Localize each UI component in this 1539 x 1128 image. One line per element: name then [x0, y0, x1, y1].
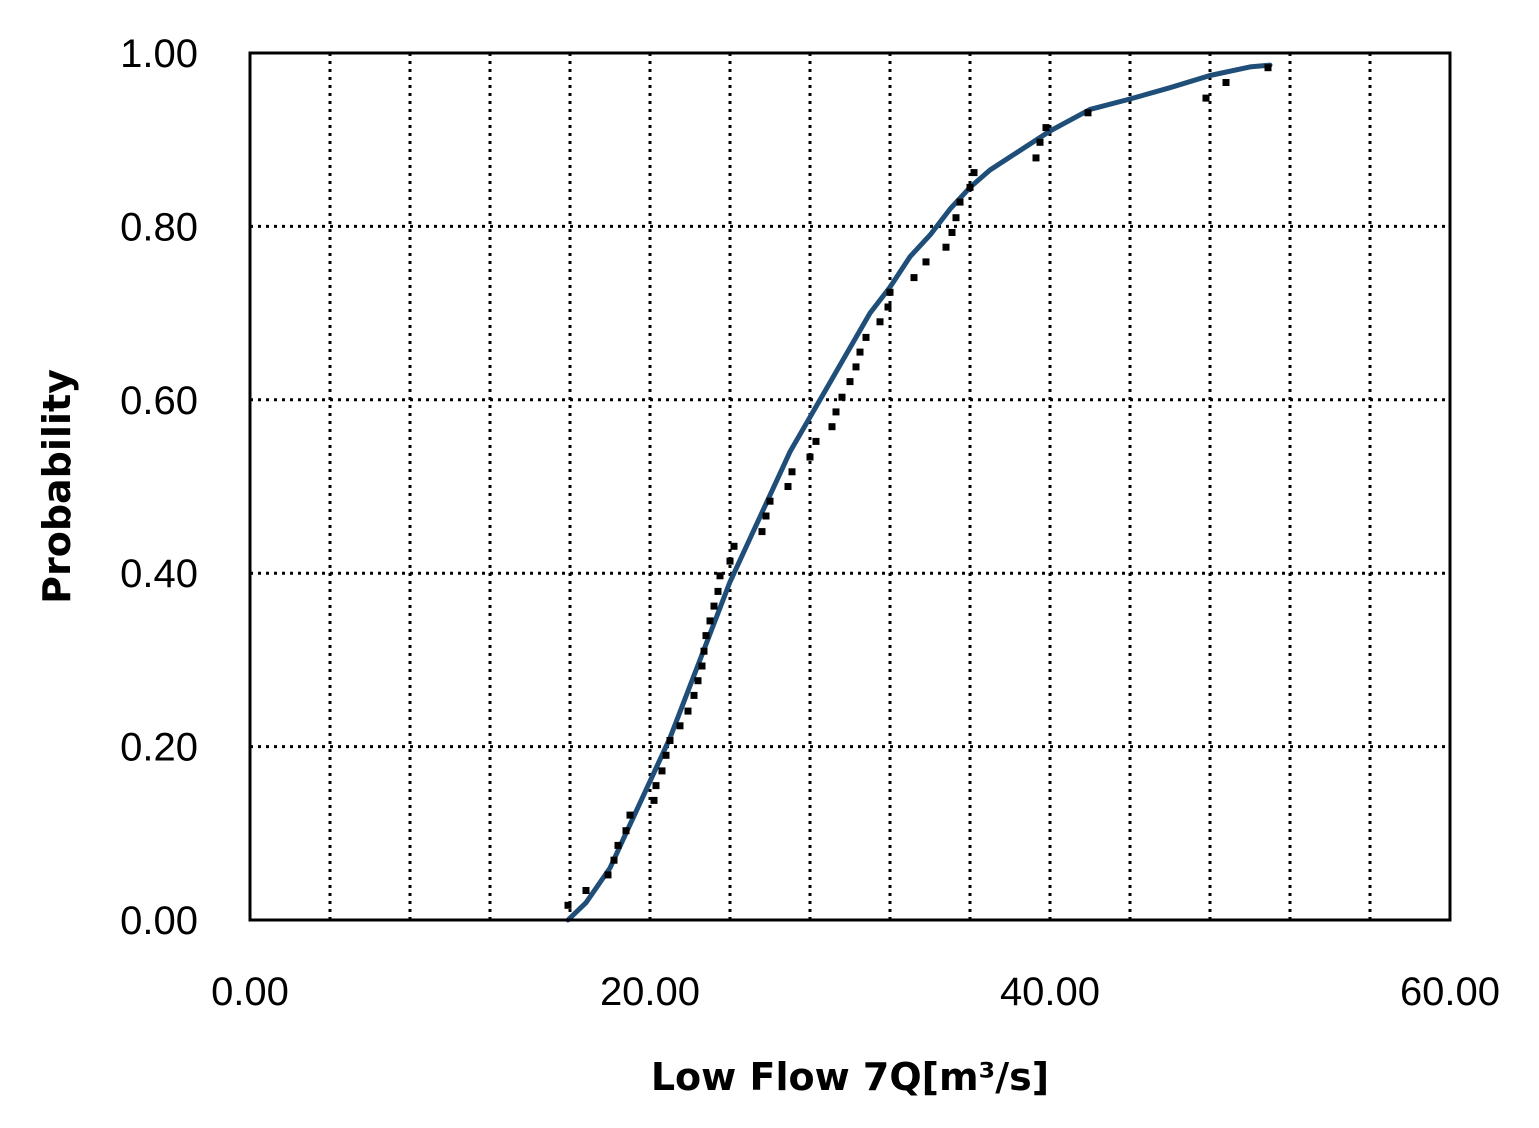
- data-point: [956, 198, 964, 206]
- fitted-curve: [565, 62, 1273, 923]
- data-point: [666, 737, 674, 744]
- data-point: [1222, 79, 1230, 86]
- data-point: [838, 393, 846, 401]
- data-point: [1032, 154, 1040, 162]
- x-tick-label: 60.00: [1400, 970, 1500, 1014]
- data-point: [762, 512, 770, 520]
- data-point: [604, 871, 612, 879]
- data-point: [856, 348, 864, 356]
- data-point: [622, 827, 630, 835]
- data-point: [876, 318, 884, 326]
- observed-points-layer: [564, 64, 1272, 909]
- fitted-curve-layer: [565, 62, 1273, 923]
- data-point: [952, 214, 960, 222]
- data-point: [758, 528, 766, 536]
- data-point: [922, 258, 930, 266]
- data-point: [714, 587, 722, 595]
- data-point: [806, 453, 814, 461]
- x-axis-title: Low Flow 7Q[m³/s]: [651, 1055, 1049, 1099]
- data-point: [1084, 109, 1092, 117]
- y-tick-label: 1.00: [120, 32, 198, 76]
- data-point: [1264, 64, 1272, 72]
- data-point: [684, 707, 692, 715]
- data-point: [966, 183, 974, 191]
- data-point: [610, 856, 618, 864]
- data-point: [730, 542, 738, 550]
- data-point: [716, 572, 724, 580]
- data-point: [1202, 94, 1210, 102]
- data-point: [626, 811, 634, 819]
- data-point: [1036, 138, 1044, 146]
- data-point: [702, 632, 710, 640]
- data-point: [706, 617, 714, 625]
- y-tick-label: 0.00: [120, 899, 198, 943]
- grid-lines: [250, 53, 1450, 920]
- data-point: [766, 497, 774, 505]
- plot-frame: [248, 51, 1452, 922]
- data-point: [700, 647, 708, 655]
- data-point: [614, 841, 622, 849]
- data-point: [812, 437, 820, 445]
- data-point: [828, 423, 836, 431]
- data-point: [694, 677, 702, 685]
- x-tick-label: 40.00: [1000, 970, 1100, 1014]
- data-point: [832, 408, 840, 416]
- data-point: [852, 363, 860, 371]
- data-point: [582, 887, 590, 894]
- x-tick-labels: 0.00 20.00 40.00 60.00: [211, 970, 1500, 1014]
- data-point: [650, 796, 658, 804]
- y-tick-label: 0.20: [120, 726, 198, 770]
- y-tick-label: 0.80: [120, 205, 198, 249]
- data-point: [698, 662, 706, 670]
- data-point: [910, 274, 918, 282]
- y-tick-label: 0.60: [120, 379, 198, 423]
- data-point: [884, 303, 892, 311]
- data-point: [846, 378, 854, 386]
- data-point: [658, 767, 666, 775]
- data-point: [662, 751, 670, 759]
- data-point: [564, 901, 572, 909]
- data-point: [726, 557, 734, 565]
- data-point: [942, 243, 950, 251]
- data-point: [886, 288, 894, 296]
- y-axis-title: Probability: [35, 369, 79, 604]
- data-point: [690, 691, 698, 699]
- data-point: [784, 483, 792, 490]
- data-point: [788, 468, 796, 476]
- y-tick-labels: 0.00 0.20 0.40 0.60 0.80 1.00: [120, 32, 198, 943]
- y-tick-label: 0.40: [120, 552, 198, 596]
- data-point: [652, 782, 660, 790]
- x-tick-label: 20.00: [600, 970, 700, 1014]
- data-point: [970, 169, 978, 177]
- data-point: [862, 333, 870, 341]
- x-tick-label: 0.00: [211, 970, 289, 1014]
- data-point: [710, 602, 718, 610]
- data-point: [1042, 124, 1050, 132]
- data-point: [676, 722, 684, 730]
- data-point: [948, 229, 956, 236]
